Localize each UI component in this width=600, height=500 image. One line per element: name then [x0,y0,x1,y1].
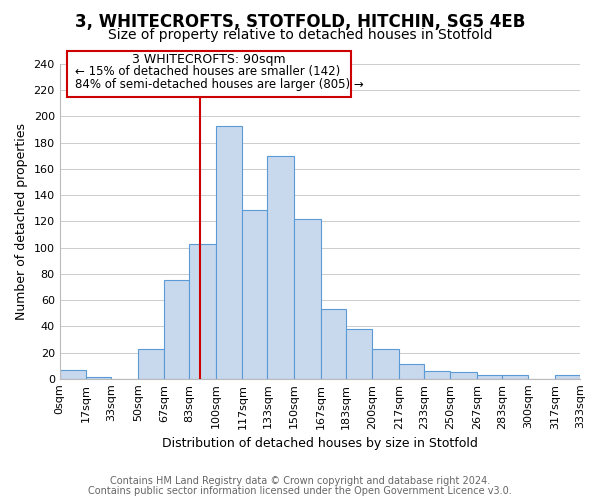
Bar [320,310,346,379]
Bar [477,375,502,379]
Bar [242,210,268,379]
Text: Contains public sector information licensed under the Open Government Licence v3: Contains public sector information licen… [88,486,512,496]
Text: 3 WHITECROFTS: 90sqm: 3 WHITECROFTS: 90sqm [133,53,286,66]
Bar [86,378,111,379]
Bar [346,329,372,379]
Bar [399,364,424,379]
Text: 3, WHITECROFTS, STOTFOLD, HITCHIN, SG5 4EB: 3, WHITECROFTS, STOTFOLD, HITCHIN, SG5 4… [75,12,525,30]
Bar [372,348,399,379]
Bar [451,372,477,379]
X-axis label: Distribution of detached houses by size in Stotfold: Distribution of detached houses by size … [162,437,478,450]
Text: Size of property relative to detached houses in Stotfold: Size of property relative to detached ho… [108,28,492,42]
Text: 84% of semi-detached houses are larger (805) →: 84% of semi-detached houses are larger (… [75,78,364,91]
Bar [555,375,580,379]
Bar [164,280,190,379]
Bar [216,126,242,379]
Y-axis label: Number of detached properties: Number of detached properties [15,123,28,320]
Bar [294,219,320,379]
Bar [424,371,451,379]
Bar [59,370,86,379]
Bar [190,244,216,379]
Text: ← 15% of detached houses are smaller (142): ← 15% of detached houses are smaller (14… [75,66,341,78]
FancyBboxPatch shape [67,52,351,97]
Bar [138,348,164,379]
Text: Contains HM Land Registry data © Crown copyright and database right 2024.: Contains HM Land Registry data © Crown c… [110,476,490,486]
Bar [268,156,294,379]
Bar [502,375,529,379]
